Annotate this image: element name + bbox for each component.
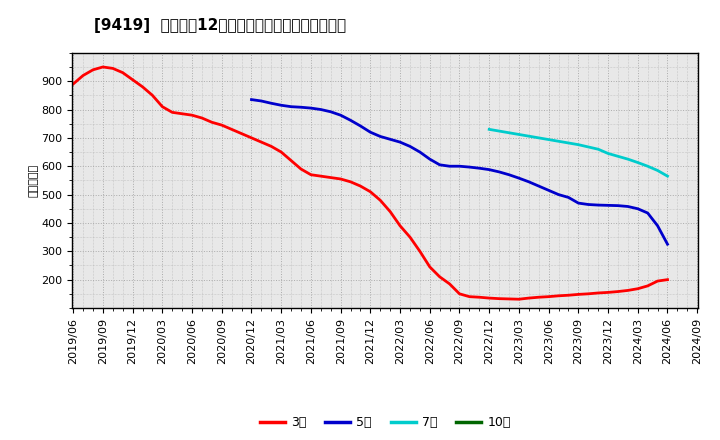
5年 <box>524 179 533 184</box>
5年 <box>624 204 632 209</box>
5年 <box>564 195 573 200</box>
5年 <box>485 167 493 172</box>
5年 <box>584 202 593 207</box>
5年 <box>495 169 503 175</box>
Text: [9419]  経常利益12か月移動合計の標準偏差の推移: [9419] 経常利益12か月移動合計の標準偏差の推移 <box>94 18 346 33</box>
3年 <box>663 277 672 282</box>
7年 <box>515 132 523 137</box>
5年 <box>515 176 523 181</box>
7年 <box>554 139 563 144</box>
5年 <box>307 106 315 111</box>
7年 <box>584 144 593 150</box>
5年 <box>415 150 424 155</box>
5年 <box>297 105 305 110</box>
3年 <box>197 115 206 121</box>
7年 <box>485 127 493 132</box>
5年 <box>613 203 622 208</box>
3年 <box>287 158 295 163</box>
5年 <box>287 104 295 109</box>
5年 <box>644 210 652 216</box>
5年 <box>544 188 553 193</box>
7年 <box>524 133 533 139</box>
5年 <box>436 162 444 168</box>
5年 <box>366 129 374 135</box>
5年 <box>653 223 662 228</box>
3年 <box>436 274 444 279</box>
3年 <box>515 297 523 302</box>
5年 <box>505 172 513 177</box>
5年 <box>396 139 405 145</box>
Legend: 3年, 5年, 7年, 10年: 3年, 5年, 7年, 10年 <box>255 411 516 434</box>
5年 <box>534 183 543 189</box>
3年 <box>99 64 107 70</box>
5年 <box>405 144 414 149</box>
7年 <box>634 160 642 165</box>
7年 <box>594 147 603 152</box>
Line: 3年: 3年 <box>73 67 667 299</box>
7年 <box>663 173 672 179</box>
7年 <box>653 168 662 173</box>
7年 <box>604 151 613 156</box>
5年 <box>604 203 613 208</box>
5年 <box>267 101 276 106</box>
5年 <box>663 242 672 247</box>
5年 <box>475 165 484 171</box>
7年 <box>495 128 503 134</box>
5年 <box>326 109 335 114</box>
5年 <box>386 137 395 142</box>
Y-axis label: （百万円）: （百万円） <box>28 164 38 197</box>
7年 <box>534 135 543 140</box>
7年 <box>574 142 582 147</box>
7年 <box>613 154 622 159</box>
Line: 7年: 7年 <box>489 129 667 176</box>
5年 <box>445 164 454 169</box>
5年 <box>426 157 434 162</box>
5年 <box>257 99 266 104</box>
5年 <box>247 97 256 102</box>
5年 <box>356 123 365 128</box>
5年 <box>336 113 345 118</box>
5年 <box>574 201 582 206</box>
5年 <box>346 117 355 123</box>
5年 <box>376 134 384 139</box>
7年 <box>544 137 553 142</box>
5年 <box>317 107 325 112</box>
5年 <box>277 103 286 108</box>
5年 <box>465 165 474 170</box>
7年 <box>644 164 652 169</box>
3年 <box>604 290 613 295</box>
5年 <box>634 206 642 211</box>
3年 <box>396 223 405 228</box>
7年 <box>505 130 513 136</box>
7年 <box>624 157 632 162</box>
3年 <box>217 122 226 128</box>
7年 <box>564 140 573 146</box>
Line: 5年: 5年 <box>251 99 667 244</box>
3年 <box>69 81 78 87</box>
5年 <box>455 164 464 169</box>
5年 <box>554 192 563 197</box>
5年 <box>594 202 603 208</box>
